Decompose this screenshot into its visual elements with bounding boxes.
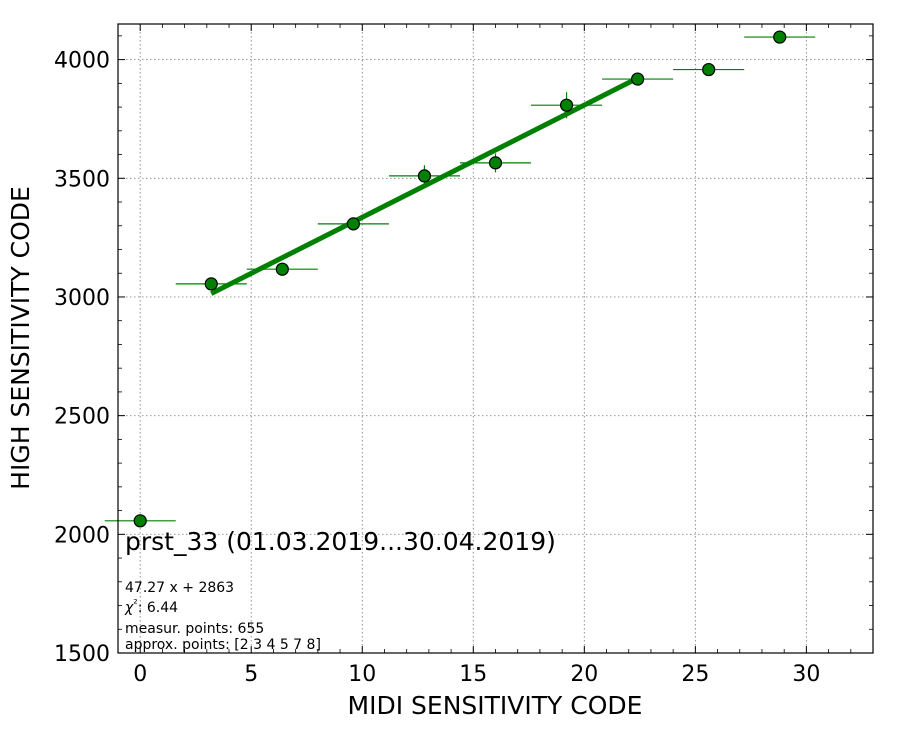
annotation-fit-equation: 47.27 x + 2863 bbox=[125, 580, 234, 596]
x-axis-label: MIDI SENSITIVITY CODE bbox=[348, 691, 643, 720]
data-point bbox=[204, 277, 218, 291]
data-point bbox=[631, 72, 645, 86]
chart-title: prst_33 (01.03.2019...30.04.2019) bbox=[125, 527, 556, 556]
y-tick-label: 3000 bbox=[54, 286, 110, 311]
major-ticks bbox=[118, 24, 873, 654]
y-tick-label: 1500 bbox=[54, 642, 110, 667]
tick-labels: 0 5 10 15 20 25 30 1500 2000 2500 3000 3500 4000 bbox=[54, 49, 820, 687]
annotation-approx-points: approx. points: [2 3 4 5 7 8] bbox=[125, 637, 321, 653]
y-tick-label: 2500 bbox=[54, 405, 110, 430]
x-tick-label: 25 bbox=[681, 662, 709, 687]
data-point bbox=[559, 98, 574, 112]
data-points bbox=[104, 30, 816, 528]
y-tick-label: 3500 bbox=[54, 167, 110, 192]
x-tick-label: 30 bbox=[792, 662, 820, 687]
data-point bbox=[275, 262, 289, 276]
x-tick-label: 20 bbox=[570, 662, 598, 687]
data-point bbox=[488, 156, 503, 170]
data-point bbox=[773, 30, 787, 44]
y-tick-label: 2000 bbox=[54, 523, 110, 548]
x-tick-label: 0 bbox=[133, 662, 147, 687]
minor-ticks bbox=[117, 24, 874, 653]
x-tick-label: 5 bbox=[244, 662, 258, 687]
annotation-chi2: χ²: 6.44 bbox=[124, 597, 178, 616]
x-tick-label: 10 bbox=[348, 662, 376, 687]
data-point bbox=[417, 169, 432, 183]
x-tick-label: 15 bbox=[459, 662, 487, 687]
grid-lines bbox=[118, 24, 873, 654]
y-axis-label: HIGH SENSITIVITY CODE bbox=[6, 186, 35, 490]
data-point bbox=[133, 514, 147, 528]
annotation-measur-points: measur. points: 655 bbox=[125, 621, 264, 637]
y-tick-label: 4000 bbox=[54, 49, 110, 74]
data-point bbox=[702, 62, 716, 77]
plot-frame bbox=[117, 23, 874, 654]
data-point bbox=[346, 217, 360, 231]
